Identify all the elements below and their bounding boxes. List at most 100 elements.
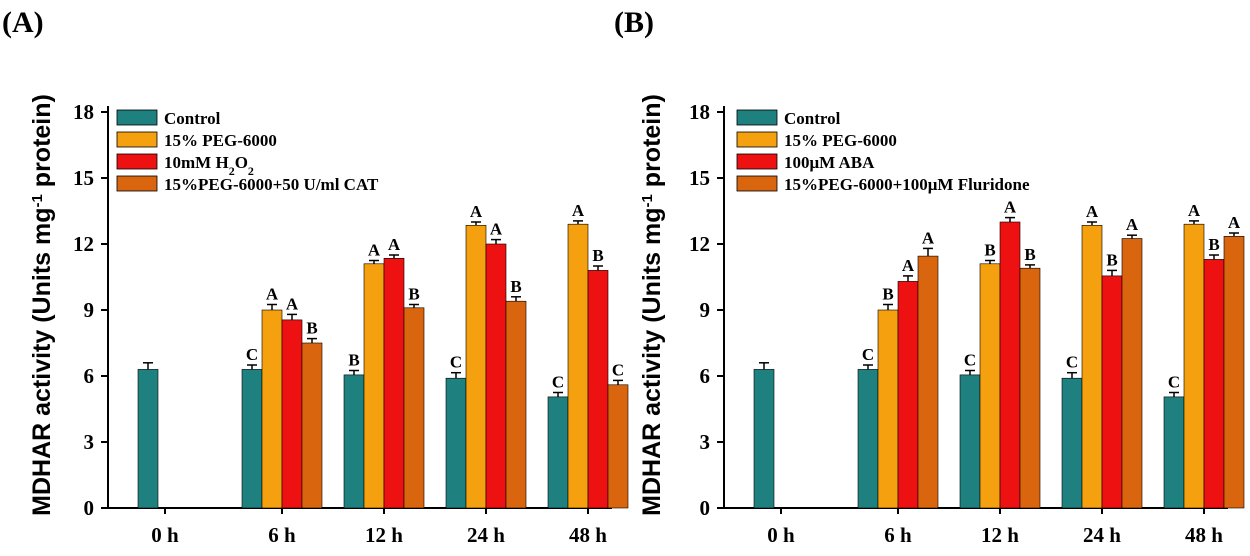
legend-swatch [116, 109, 158, 126]
bar [301, 342, 323, 509]
significance-letter: C [612, 360, 624, 379]
x-tick-label: 24 h [467, 523, 505, 547]
y-tick-label: 15 [689, 166, 710, 190]
y-axis-label: MDHAR activity (Units mg-1 protein) [638, 94, 666, 516]
significance-letter: A [922, 228, 935, 247]
legend-text: Control [164, 109, 221, 128]
significance-letter: A [1228, 213, 1241, 232]
bar [999, 221, 1021, 509]
bar [1101, 275, 1123, 509]
y-tick-label: 0 [700, 496, 711, 520]
y-tick-label: 3 [84, 430, 95, 454]
legend-label: 100μM ABA [784, 153, 875, 172]
significance-letter: C [246, 345, 258, 364]
y-axis-label-main: MDHAR activity (Units mg [28, 207, 56, 515]
y-tick-label: 0 [84, 496, 95, 520]
y-tick-label: 12 [73, 232, 94, 256]
bar [1121, 238, 1143, 509]
bar [383, 257, 405, 509]
legend-swatch [736, 153, 778, 170]
bar [959, 374, 981, 509]
bar [917, 255, 939, 509]
significance-letter: A [388, 235, 401, 254]
bar [1183, 223, 1205, 509]
bar [979, 263, 1001, 509]
bar [1061, 377, 1083, 509]
bar [1081, 225, 1103, 509]
significance-letter: B [984, 241, 995, 260]
significance-letter: C [1066, 353, 1078, 372]
bar [137, 369, 159, 509]
legend-label: Control [784, 109, 841, 128]
y-tick-label: 6 [84, 364, 95, 388]
bar [343, 374, 365, 509]
y-tick-label: 6 [700, 364, 711, 388]
bar [241, 369, 263, 509]
legend-swatch [736, 175, 778, 192]
bar [485, 243, 507, 509]
y-axis-label-end: protein) [638, 94, 666, 194]
significance-letter: B [1208, 235, 1219, 254]
y-axis-label-main: MDHAR activity (Units mg [638, 207, 666, 515]
panel-a: (A) MDHAR activity (Units mg-1 protein) 0 3… [2, 6, 629, 547]
x-tick-label: 48 h [1185, 523, 1223, 547]
bar [877, 309, 899, 509]
x-tick-label: 6 h [884, 523, 912, 547]
bar [547, 396, 569, 509]
x-tick-label: 6 h [268, 523, 296, 547]
legend-text: 15%PEG-6000+50 U/ml CAT [164, 175, 379, 194]
y-tick-label: 15 [73, 166, 94, 190]
legend-swatch [736, 109, 778, 126]
significance-letter: C [450, 353, 462, 372]
significance-letter: A [1086, 202, 1099, 221]
y-tick-label: 9 [84, 298, 95, 322]
bar [1163, 396, 1185, 509]
bar [567, 223, 589, 509]
bar [505, 300, 527, 509]
legend-swatch [116, 131, 158, 148]
significance-letter: C [1168, 373, 1180, 392]
legend-swatch [736, 131, 778, 148]
x-tick-label: 12 h [365, 523, 403, 547]
y-tick-label: 3 [700, 430, 711, 454]
x-tick-label: 0 h [767, 523, 795, 547]
legend-swatch [116, 175, 158, 192]
legend-text: 15% PEG-6000 [164, 131, 277, 150]
y-axis-label: MDHAR activity (Units mg-1 protein) [28, 94, 56, 516]
bar [403, 307, 425, 509]
significance-letter: B [1106, 250, 1117, 269]
legend-text: 15%PEG-6000+100μM Fluridone [784, 175, 1030, 194]
y-axis-label-end: protein) [28, 94, 56, 194]
legend-text: Control [784, 109, 841, 128]
bar [445, 377, 467, 509]
significance-letter: B [882, 285, 893, 304]
significance-letter: A [470, 202, 483, 221]
bar [897, 281, 919, 509]
significance-letter: C [552, 373, 564, 392]
significance-letter: B [592, 246, 603, 265]
bar [857, 369, 879, 509]
bar [607, 384, 629, 509]
y-tick-label: 18 [689, 100, 710, 124]
legend-text: 15% PEG-6000 [784, 131, 897, 150]
significance-letter: A [902, 256, 915, 275]
significance-letter: A [1188, 201, 1201, 220]
legend-label: 15%PEG-6000+50 U/ml CAT [164, 175, 379, 194]
significance-letter: A [266, 285, 279, 304]
y-axis-label-sup: -1 [29, 194, 46, 207]
bar [261, 309, 283, 509]
legend-mid: O [235, 153, 248, 172]
significance-letter: A [286, 294, 299, 313]
legend-text: 100μM ABA [784, 153, 875, 172]
legend-label: 15% PEG-6000 [164, 131, 277, 150]
significance-letter: B [1024, 245, 1035, 264]
significance-letter: A [572, 201, 585, 220]
significance-letter: A [368, 241, 381, 260]
legend-text: 10mM H [164, 153, 229, 172]
bar [1223, 236, 1245, 509]
panel-label: (A) [2, 6, 44, 39]
bar [1019, 267, 1041, 509]
bar [465, 225, 487, 509]
bar [363, 263, 385, 509]
